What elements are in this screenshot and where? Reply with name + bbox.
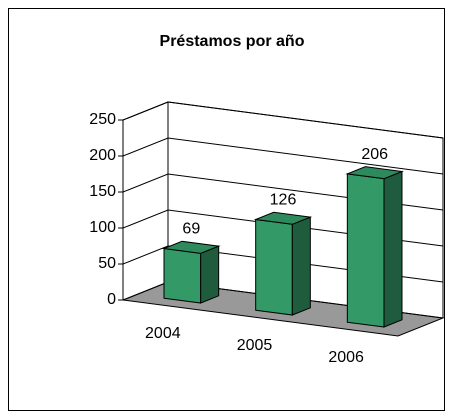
y-tick-label: 50 (98, 255, 116, 272)
bar-side (383, 170, 403, 328)
x-tick-label: 2005 (237, 337, 273, 354)
x-tick-label: 2006 (328, 349, 364, 366)
bar-front (255, 218, 293, 316)
chart-title: Préstamos por año (160, 33, 305, 50)
bar-top (253, 211, 313, 225)
bar-side (291, 216, 311, 316)
bar-front (346, 173, 385, 328)
y-tick-label: 0 (107, 291, 116, 308)
data-label: 69 (182, 221, 200, 238)
y-tick-label: 100 (89, 219, 116, 236)
bar-top (162, 240, 221, 254)
y-tick-label: 250 (89, 111, 116, 128)
x-tick-label: 2004 (145, 325, 181, 342)
data-label: 126 (270, 191, 297, 208)
bar-top (345, 166, 404, 180)
data-label: 206 (361, 146, 388, 163)
y-tick-label: 150 (89, 183, 116, 200)
y-tick-label: 200 (89, 147, 116, 164)
bar-front (163, 247, 202, 304)
bar-side (200, 245, 220, 304)
grid-line (122, 137, 444, 175)
grid-line (122, 101, 444, 139)
